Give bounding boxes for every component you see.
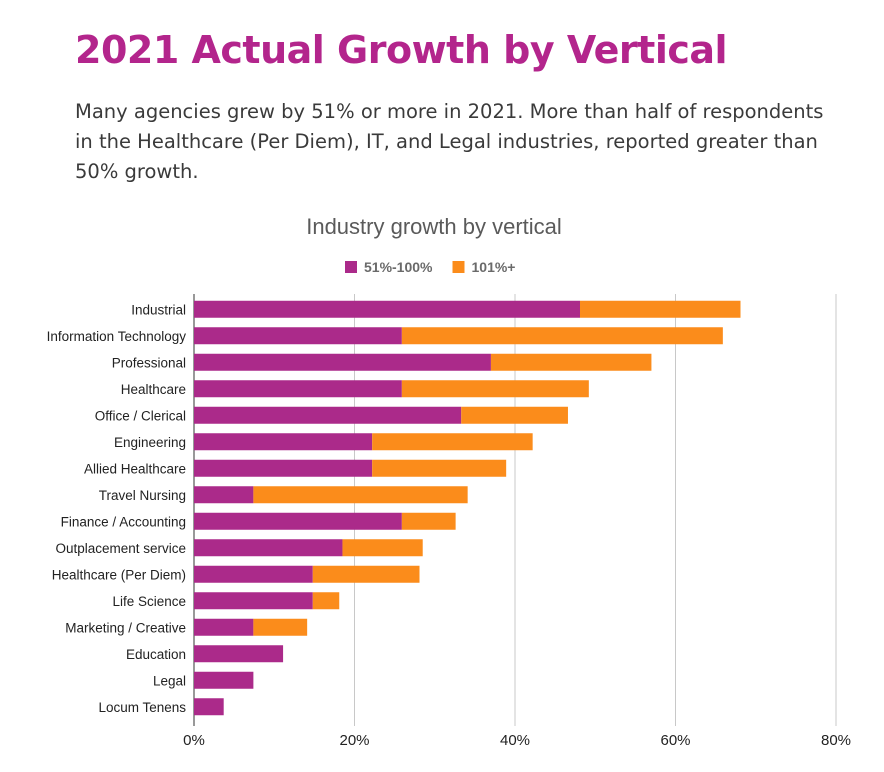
bar-51-100-5: [194, 433, 373, 451]
page-heading: 2021 Actual Growth by Vertical: [75, 28, 728, 72]
growth-bar-chart: Industry growth by vertical 51%-100% 101%…: [47, 214, 851, 749]
category-label: Healthcare (Per Diem): [52, 567, 186, 582]
chart-category-labels: Industrial Information Technology Professi…: [47, 302, 187, 715]
category-label: Marketing / Creative: [65, 620, 186, 635]
category-label: Information Technology: [47, 329, 187, 344]
category-label: Office / Clerical: [95, 408, 186, 423]
bar-101-plus-11: [312, 592, 340, 610]
bar-51-100-2: [194, 353, 491, 371]
bar-51-100-9: [194, 539, 343, 557]
bar-51-100-13: [194, 645, 284, 663]
category-label: Professional: [112, 355, 186, 370]
category-label: Allied Healthcare: [84, 461, 186, 476]
category-label: Finance / Accounting: [61, 514, 186, 529]
category-label: Education: [126, 647, 186, 662]
bar-101-plus-10: [312, 565, 420, 583]
bar-101-plus-8: [401, 512, 456, 530]
category-label: Industrial: [131, 302, 186, 317]
bar-101-plus-2: [490, 353, 652, 371]
chart-x-tick-labels: 0% 20% 40% 60% 80%: [183, 732, 851, 749]
x-tick-label: 80%: [821, 732, 851, 749]
legend-label-0: 51%-100%: [364, 259, 433, 275]
legend-label-1: 101%+: [472, 259, 516, 275]
category-label: Outplacement service: [55, 541, 186, 556]
category-label: Healthcare: [121, 382, 186, 397]
bar-51-100-1: [194, 327, 402, 345]
x-tick-label: 60%: [660, 732, 690, 749]
category-label: Travel Nursing: [99, 488, 186, 503]
x-tick-label: 40%: [500, 732, 530, 749]
bar-51-100-15: [194, 698, 224, 716]
legend-swatch-0: [345, 261, 357, 273]
bar-101-plus-7: [253, 486, 468, 504]
bar-101-plus-5: [372, 433, 533, 451]
intro-paragraph: Many agencies grew by 51% or more in 202…: [75, 100, 824, 183]
x-tick-label: 0%: [183, 732, 205, 749]
bar-51-100-7: [194, 486, 254, 504]
bar-51-100-8: [194, 512, 402, 530]
category-label: Life Science: [112, 594, 186, 609]
bar-101-plus-9: [342, 539, 423, 557]
category-label: Engineering: [114, 435, 186, 450]
chart-bars: [194, 300, 741, 716]
bar-101-plus-6: [372, 459, 507, 477]
bar-51-100-0: [194, 300, 581, 318]
bar-51-100-10: [194, 565, 313, 583]
bar-101-plus-3: [401, 380, 589, 398]
bar-51-100-4: [194, 406, 462, 424]
bar-101-plus-4: [461, 406, 568, 424]
bar-51-100-11: [194, 592, 313, 610]
category-label: Locum Tenens: [98, 700, 186, 715]
bar-51-100-12: [194, 618, 254, 636]
x-tick-label: 20%: [339, 732, 369, 749]
legend-swatch-1: [452, 261, 465, 273]
chart-legend: 51%-100% 101%+: [345, 259, 515, 275]
bar-101-plus-0: [580, 300, 741, 318]
bar-51-100-14: [194, 671, 254, 689]
bar-101-plus-12: [253, 618, 308, 636]
bar-51-100-3: [194, 380, 402, 398]
bar-101-plus-1: [401, 327, 723, 345]
chart-title: Industry growth by vertical: [306, 214, 562, 239]
bar-51-100-6: [194, 459, 373, 477]
category-label: Legal: [153, 673, 186, 688]
